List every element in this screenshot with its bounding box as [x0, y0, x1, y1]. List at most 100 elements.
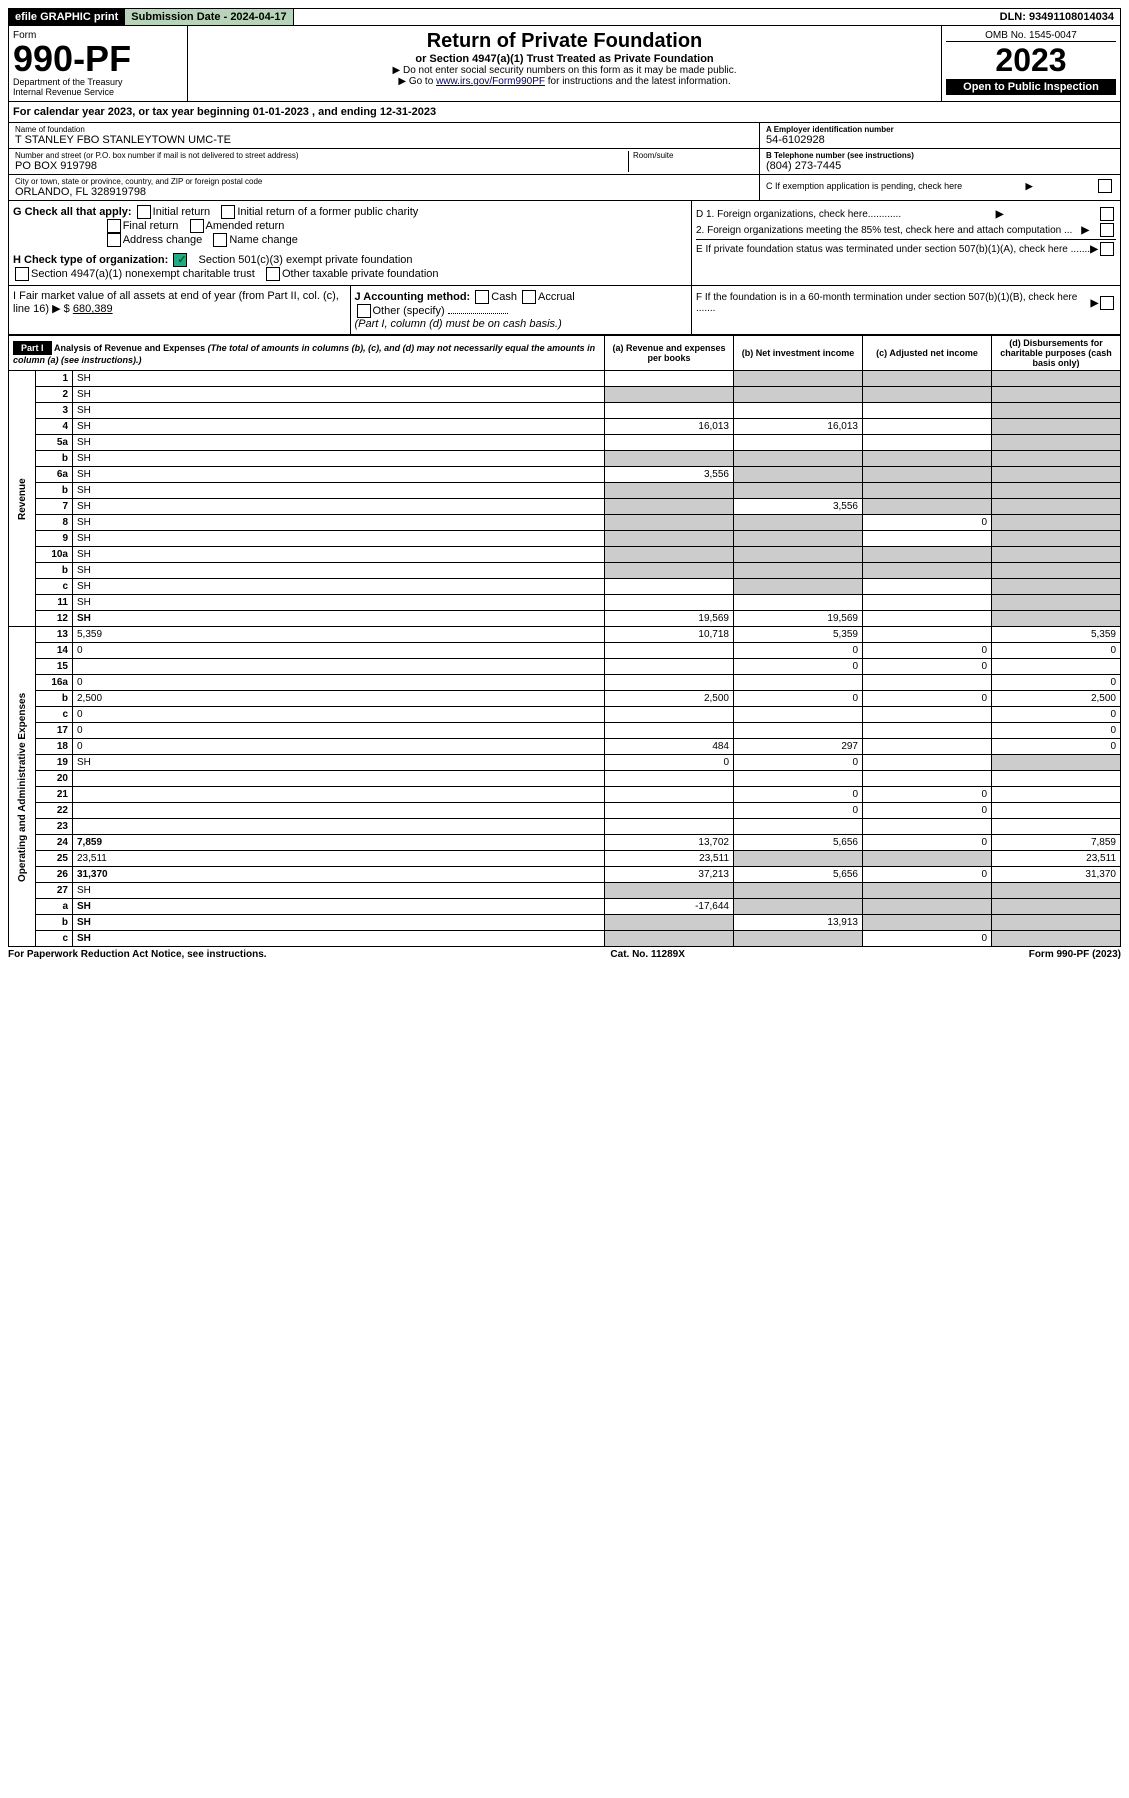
line-number: 2 [36, 387, 73, 403]
cell-d: 0 [992, 675, 1121, 691]
table-row: cSH0 [9, 931, 1121, 947]
cal-end: 12-31-2023 [380, 106, 436, 118]
line-number: 8 [36, 515, 73, 531]
j-cash: Cash [491, 291, 517, 303]
c-checkbox[interactable] [1098, 179, 1112, 193]
cell-a: 3,556 [605, 467, 734, 483]
table-row: 12SH19,56919,569 [9, 611, 1121, 627]
j-cash-checkbox[interactable] [475, 290, 489, 304]
dept-label: Department of the Treasury [13, 77, 183, 87]
cell-d [992, 755, 1121, 771]
line-number: 26 [36, 867, 73, 883]
cell-b [734, 387, 863, 403]
g-address: Address change [123, 234, 203, 246]
cell-a: 23,511 [605, 851, 734, 867]
cell-a [605, 483, 734, 499]
table-row: 8SH0 [9, 515, 1121, 531]
cell-b: 19,569 [734, 611, 863, 627]
j-other-checkbox[interactable] [357, 304, 371, 318]
f-checkbox[interactable] [1100, 296, 1114, 310]
g-initial-checkbox[interactable] [137, 205, 151, 219]
table-row: Revenue1SH [9, 371, 1121, 387]
cell-c [863, 467, 992, 483]
line-description: 0 [73, 643, 605, 659]
cell-d [992, 915, 1121, 931]
h-row: H Check type of organization: Section 50… [13, 253, 687, 281]
cell-a: 13,702 [605, 835, 734, 851]
h3-checkbox[interactable] [266, 267, 280, 281]
table-row: bSH [9, 563, 1121, 579]
line-description: 31,370 [73, 867, 605, 883]
cell-d [992, 515, 1121, 531]
table-row: 27SH [9, 883, 1121, 899]
table-row: b2,5002,500002,500 [9, 691, 1121, 707]
h2-checkbox[interactable] [15, 267, 29, 281]
cell-d [992, 579, 1121, 595]
cell-c: 0 [863, 515, 992, 531]
cell-b [734, 931, 863, 947]
cell-a [605, 371, 734, 387]
cal-mid: , and ending [309, 106, 380, 118]
line-description: SH [73, 931, 605, 947]
cell-c [863, 419, 992, 435]
line-number: 4 [36, 419, 73, 435]
irs-label: Internal Revenue Service [13, 87, 183, 97]
line-number: b [36, 451, 73, 467]
line-number: a [36, 899, 73, 915]
cell-a [605, 787, 734, 803]
line-description: SH [73, 467, 605, 483]
line-number: c [36, 707, 73, 723]
cell-b: 5,359 [734, 627, 863, 643]
cell-d: 5,359 [992, 627, 1121, 643]
cell-d [992, 499, 1121, 515]
line-number: b [36, 483, 73, 499]
cell-d [992, 403, 1121, 419]
cell-c [863, 819, 992, 835]
g-address-checkbox[interactable] [107, 233, 121, 247]
table-row: 2200 [9, 803, 1121, 819]
table-row: bSH13,913 [9, 915, 1121, 931]
form-ref: Form 990-PF (2023) [1029, 949, 1121, 960]
line-description [73, 803, 605, 819]
city-label: City or town, state or province, country… [15, 177, 753, 186]
d2-checkbox[interactable] [1100, 223, 1114, 237]
line-number: 15 [36, 659, 73, 675]
g-name-checkbox[interactable] [213, 233, 227, 247]
line-description: 5,359 [73, 627, 605, 643]
cell-b [734, 435, 863, 451]
fmv-section: I Fair market value of all assets at end… [8, 286, 1121, 335]
cell-c [863, 707, 992, 723]
omb-number: OMB No. 1545-0047 [946, 30, 1116, 42]
cell-a: 2,500 [605, 691, 734, 707]
cell-d [992, 899, 1121, 915]
table-row: 23 [9, 819, 1121, 835]
h2: Section 4947(a)(1) nonexempt charitable … [31, 268, 255, 280]
cell-c [863, 739, 992, 755]
irs-link[interactable]: www.irs.gov/Form990PF [436, 76, 545, 87]
cell-d: 0 [992, 739, 1121, 755]
cell-c: 0 [863, 659, 992, 675]
cell-b [734, 579, 863, 595]
cell-c [863, 579, 992, 595]
table-row: 4SH16,01316,013 [9, 419, 1121, 435]
line-number: b [36, 915, 73, 931]
cell-b [734, 515, 863, 531]
e-checkbox[interactable] [1100, 242, 1114, 256]
line-description: SH [73, 883, 605, 899]
g-initial-former-checkbox[interactable] [221, 205, 235, 219]
cell-b [734, 723, 863, 739]
cell-d [992, 595, 1121, 611]
cell-a [605, 771, 734, 787]
g-final-checkbox[interactable] [107, 219, 121, 233]
line-number: 6a [36, 467, 73, 483]
g-final: Final return [123, 220, 179, 232]
expenses-section-label: Operating and Administrative Expenses [9, 627, 36, 947]
d1-checkbox[interactable] [1100, 207, 1114, 221]
tel-label: B Telephone number (see instructions) [766, 151, 1114, 160]
footer: For Paperwork Reduction Act Notice, see … [8, 949, 1121, 960]
cell-d [992, 531, 1121, 547]
g-amended-checkbox[interactable] [190, 219, 204, 233]
cell-c [863, 595, 992, 611]
line-number: 23 [36, 819, 73, 835]
j-accrual-checkbox[interactable] [522, 290, 536, 304]
